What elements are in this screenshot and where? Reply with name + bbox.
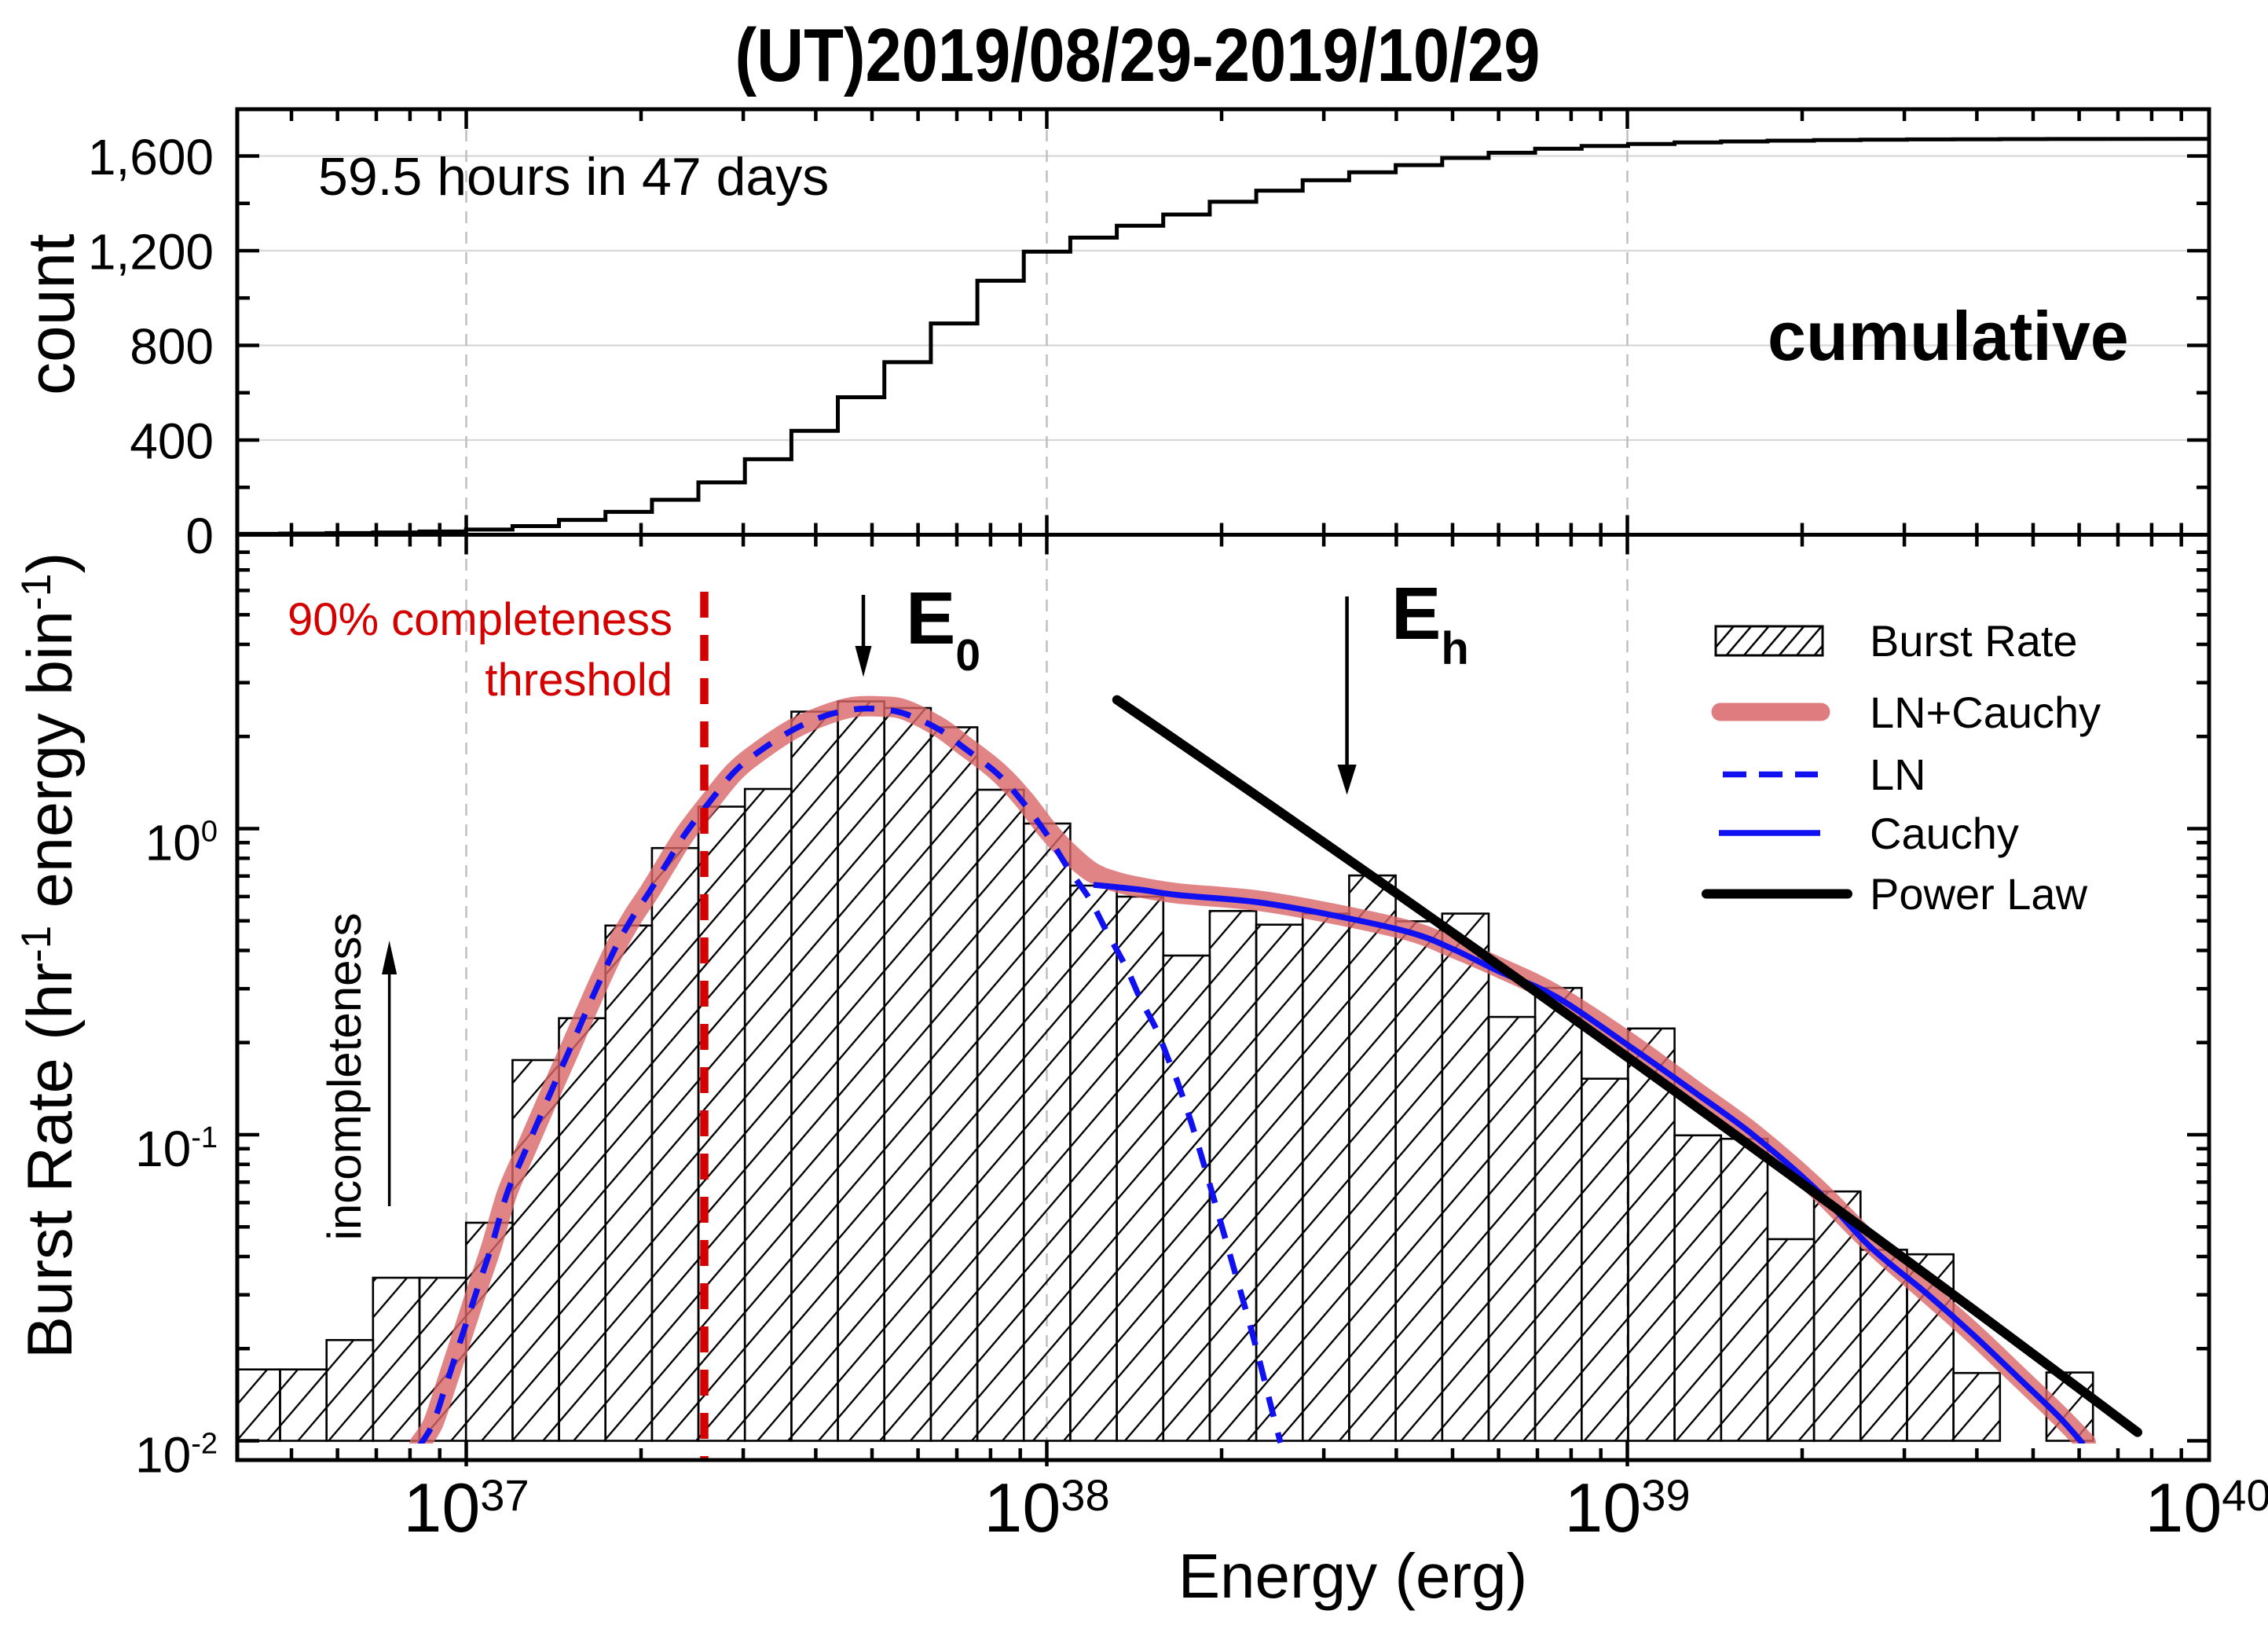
svg-text:1,200: 1,200	[88, 223, 214, 280]
svg-text:LN: LN	[1870, 750, 1926, 799]
svg-text:1038: 1038	[984, 1469, 1109, 1546]
svg-text:0: 0	[185, 508, 214, 564]
svg-text:Energy (erg): Energy (erg)	[1178, 1541, 1528, 1611]
svg-text:Power Law: Power Law	[1870, 869, 2088, 919]
svg-text:incompleteness: incompleteness	[318, 913, 371, 1241]
svg-text:count: count	[14, 234, 88, 396]
svg-text:LN+Cauchy: LN+Cauchy	[1870, 688, 2101, 737]
svg-text:threshold: threshold	[485, 655, 672, 706]
svg-text:59.5 hours in 47 days: 59.5 hours in 47 days	[318, 147, 829, 207]
svg-text:800: 800	[130, 318, 214, 375]
svg-text:400: 400	[130, 413, 214, 469]
svg-text:90% completeness: 90% completeness	[288, 594, 672, 645]
svg-text:1,600: 1,600	[88, 129, 214, 185]
svg-text:10-1: 10-1	[135, 1121, 218, 1177]
svg-text:Cauchy: Cauchy	[1870, 809, 2019, 858]
svg-text:Burst Rate: Burst Rate	[1870, 616, 2078, 666]
svg-text:Burst Rate (hr-1 energy bin-1): Burst Rate (hr-1 energy bin-1)	[13, 552, 86, 1359]
svg-text:(UT)2019/08/29-2019/10/29: (UT)2019/08/29-2019/10/29	[735, 13, 1541, 97]
svg-text:1039: 1039	[1564, 1469, 1690, 1546]
svg-text:cumulative: cumulative	[1768, 297, 2129, 375]
